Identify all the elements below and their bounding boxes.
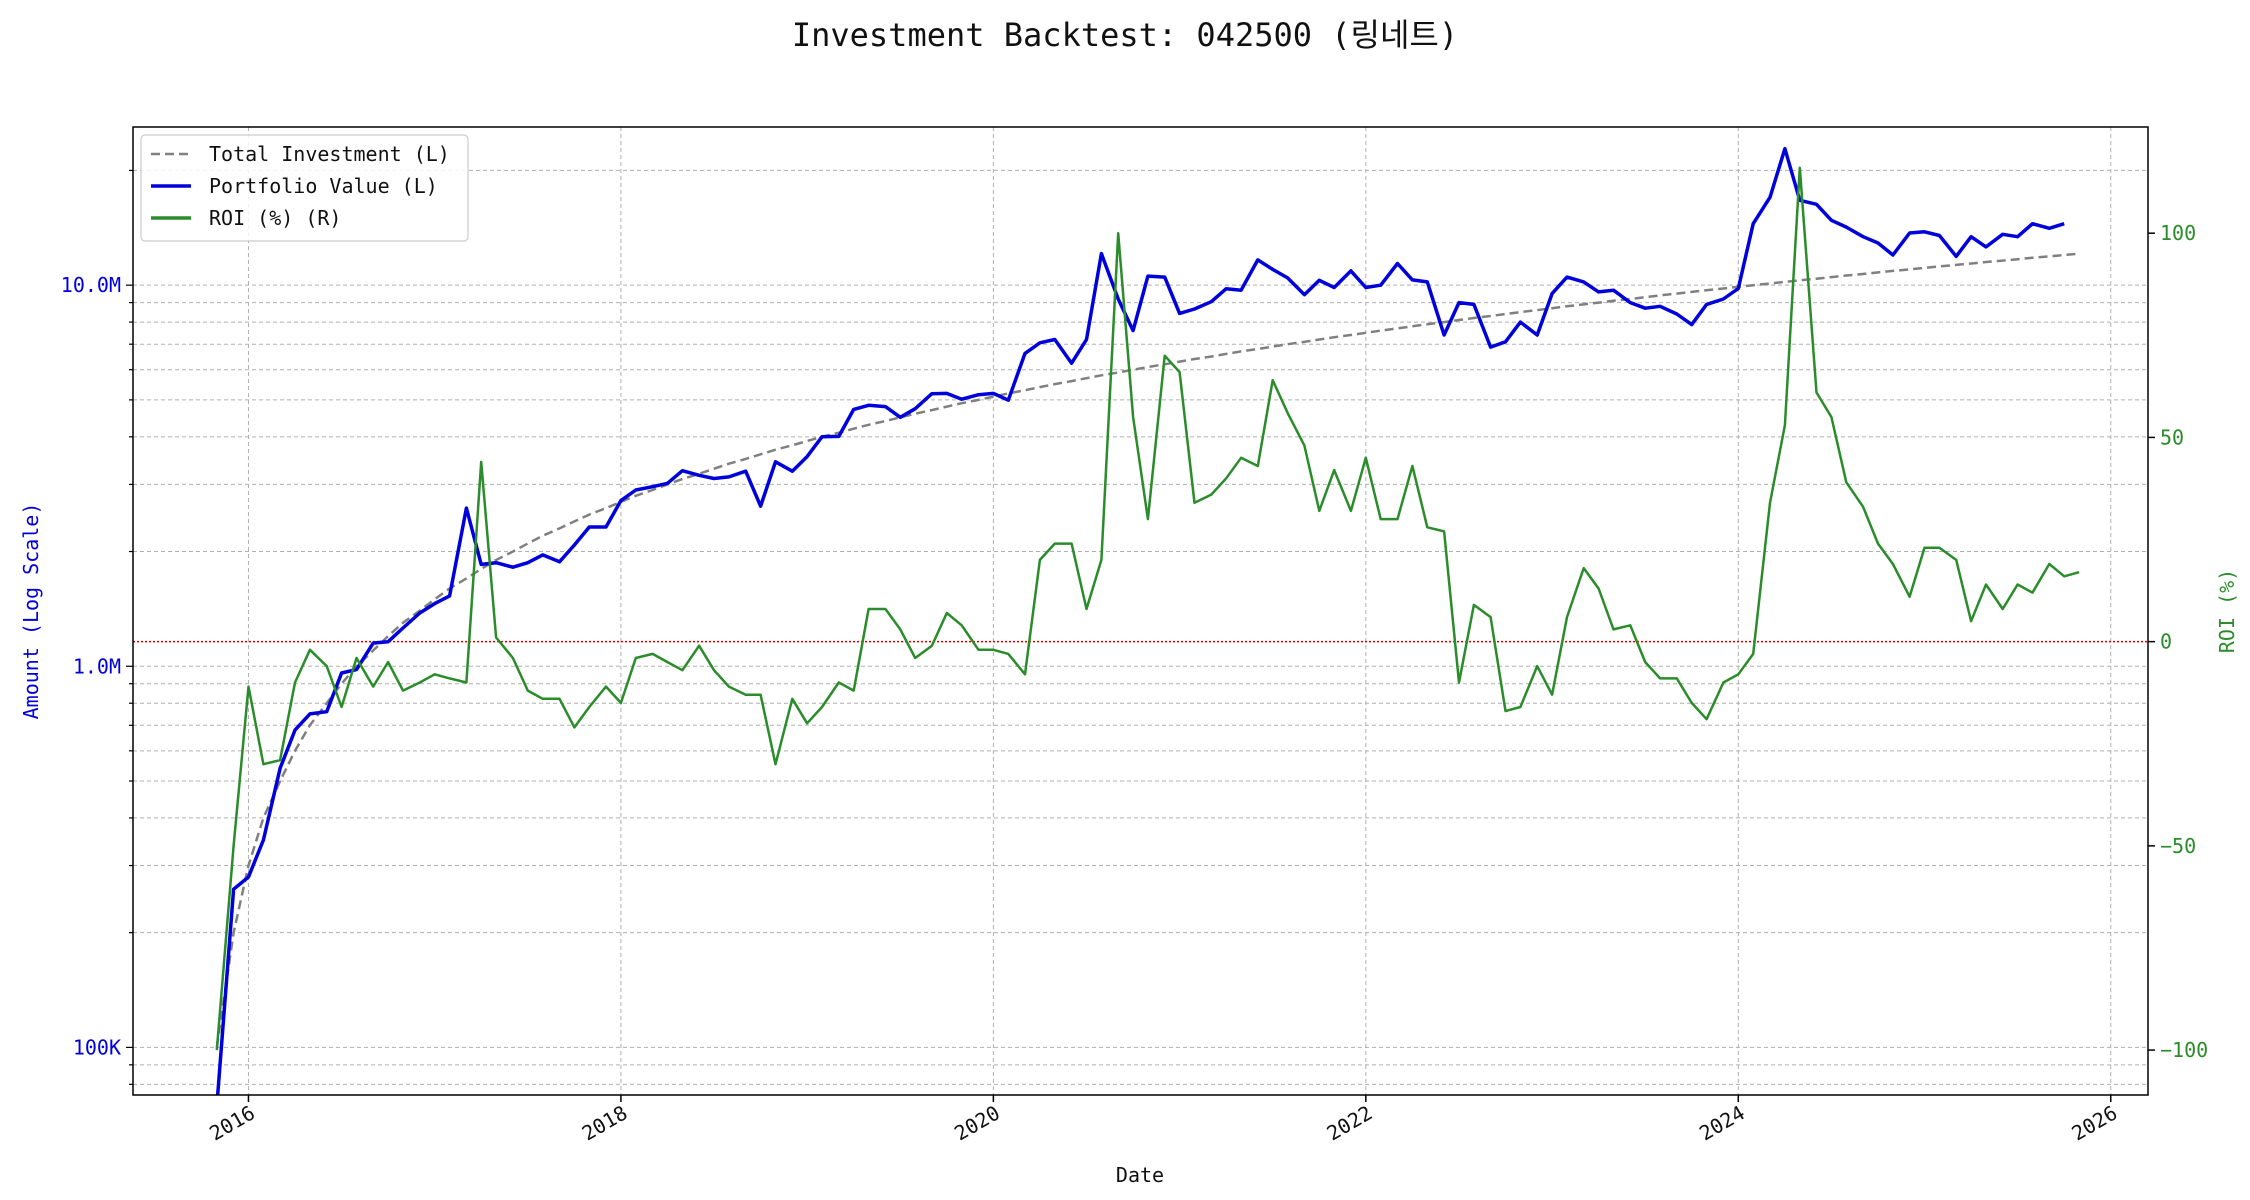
x-tick-label: 2016 [205,1101,259,1146]
legend: Total Investment (L) Portfolio Value (L) R… [140,134,469,242]
y-right-tick-label: −50 [2160,834,2196,858]
grid [133,127,2148,1095]
x-tick-label: 2026 [2068,1101,2122,1146]
chart-title: Investment Backtest: 042500 (링네트) [792,16,1458,54]
y-axis-left-label: Amount (Log Scale) [19,503,43,720]
x-tick-label: 2022 [1323,1101,1377,1146]
portfolio-value-line [215,146,2065,1095]
legend-label: ROI (%) (R) [209,206,341,230]
y-right-tick-label: −100 [2160,1038,2208,1062]
y-right-tick-label: 50 [2160,425,2184,449]
y-axis-left: 100K 1.0M 10.0M [61,169,133,1085]
legend-label: Total Investment (L) [209,142,450,166]
legend-box [140,134,469,242]
x-tick-label: 2018 [578,1101,632,1146]
total-investment-line [215,252,2080,1048]
y-left-tick-label: 100K [73,1035,121,1059]
x-axis-label: Date [1116,1163,1164,1187]
y-left-tick-label: 10.0M [61,273,121,297]
x-tick-label: 2020 [950,1101,1004,1146]
legend-label: Portfolio Value (L) [209,174,438,198]
plot-frame [132,126,2149,1096]
x-axis: 2016 2018 2020 2022 2024 2026 [205,1095,2121,1145]
y-right-tick-label: 100 [2160,221,2196,245]
y-axis-right-label: ROI (%) [2215,569,2239,653]
x-tick-label: 2024 [1695,1101,1749,1146]
series-layer [215,146,2080,1095]
y-left-tick-label: 1.0M [73,654,121,678]
roi-line [215,166,2080,1051]
y-axis-right: −100 −50 0 50 100 [2148,221,2208,1062]
y-right-tick-label: 0 [2160,630,2172,654]
